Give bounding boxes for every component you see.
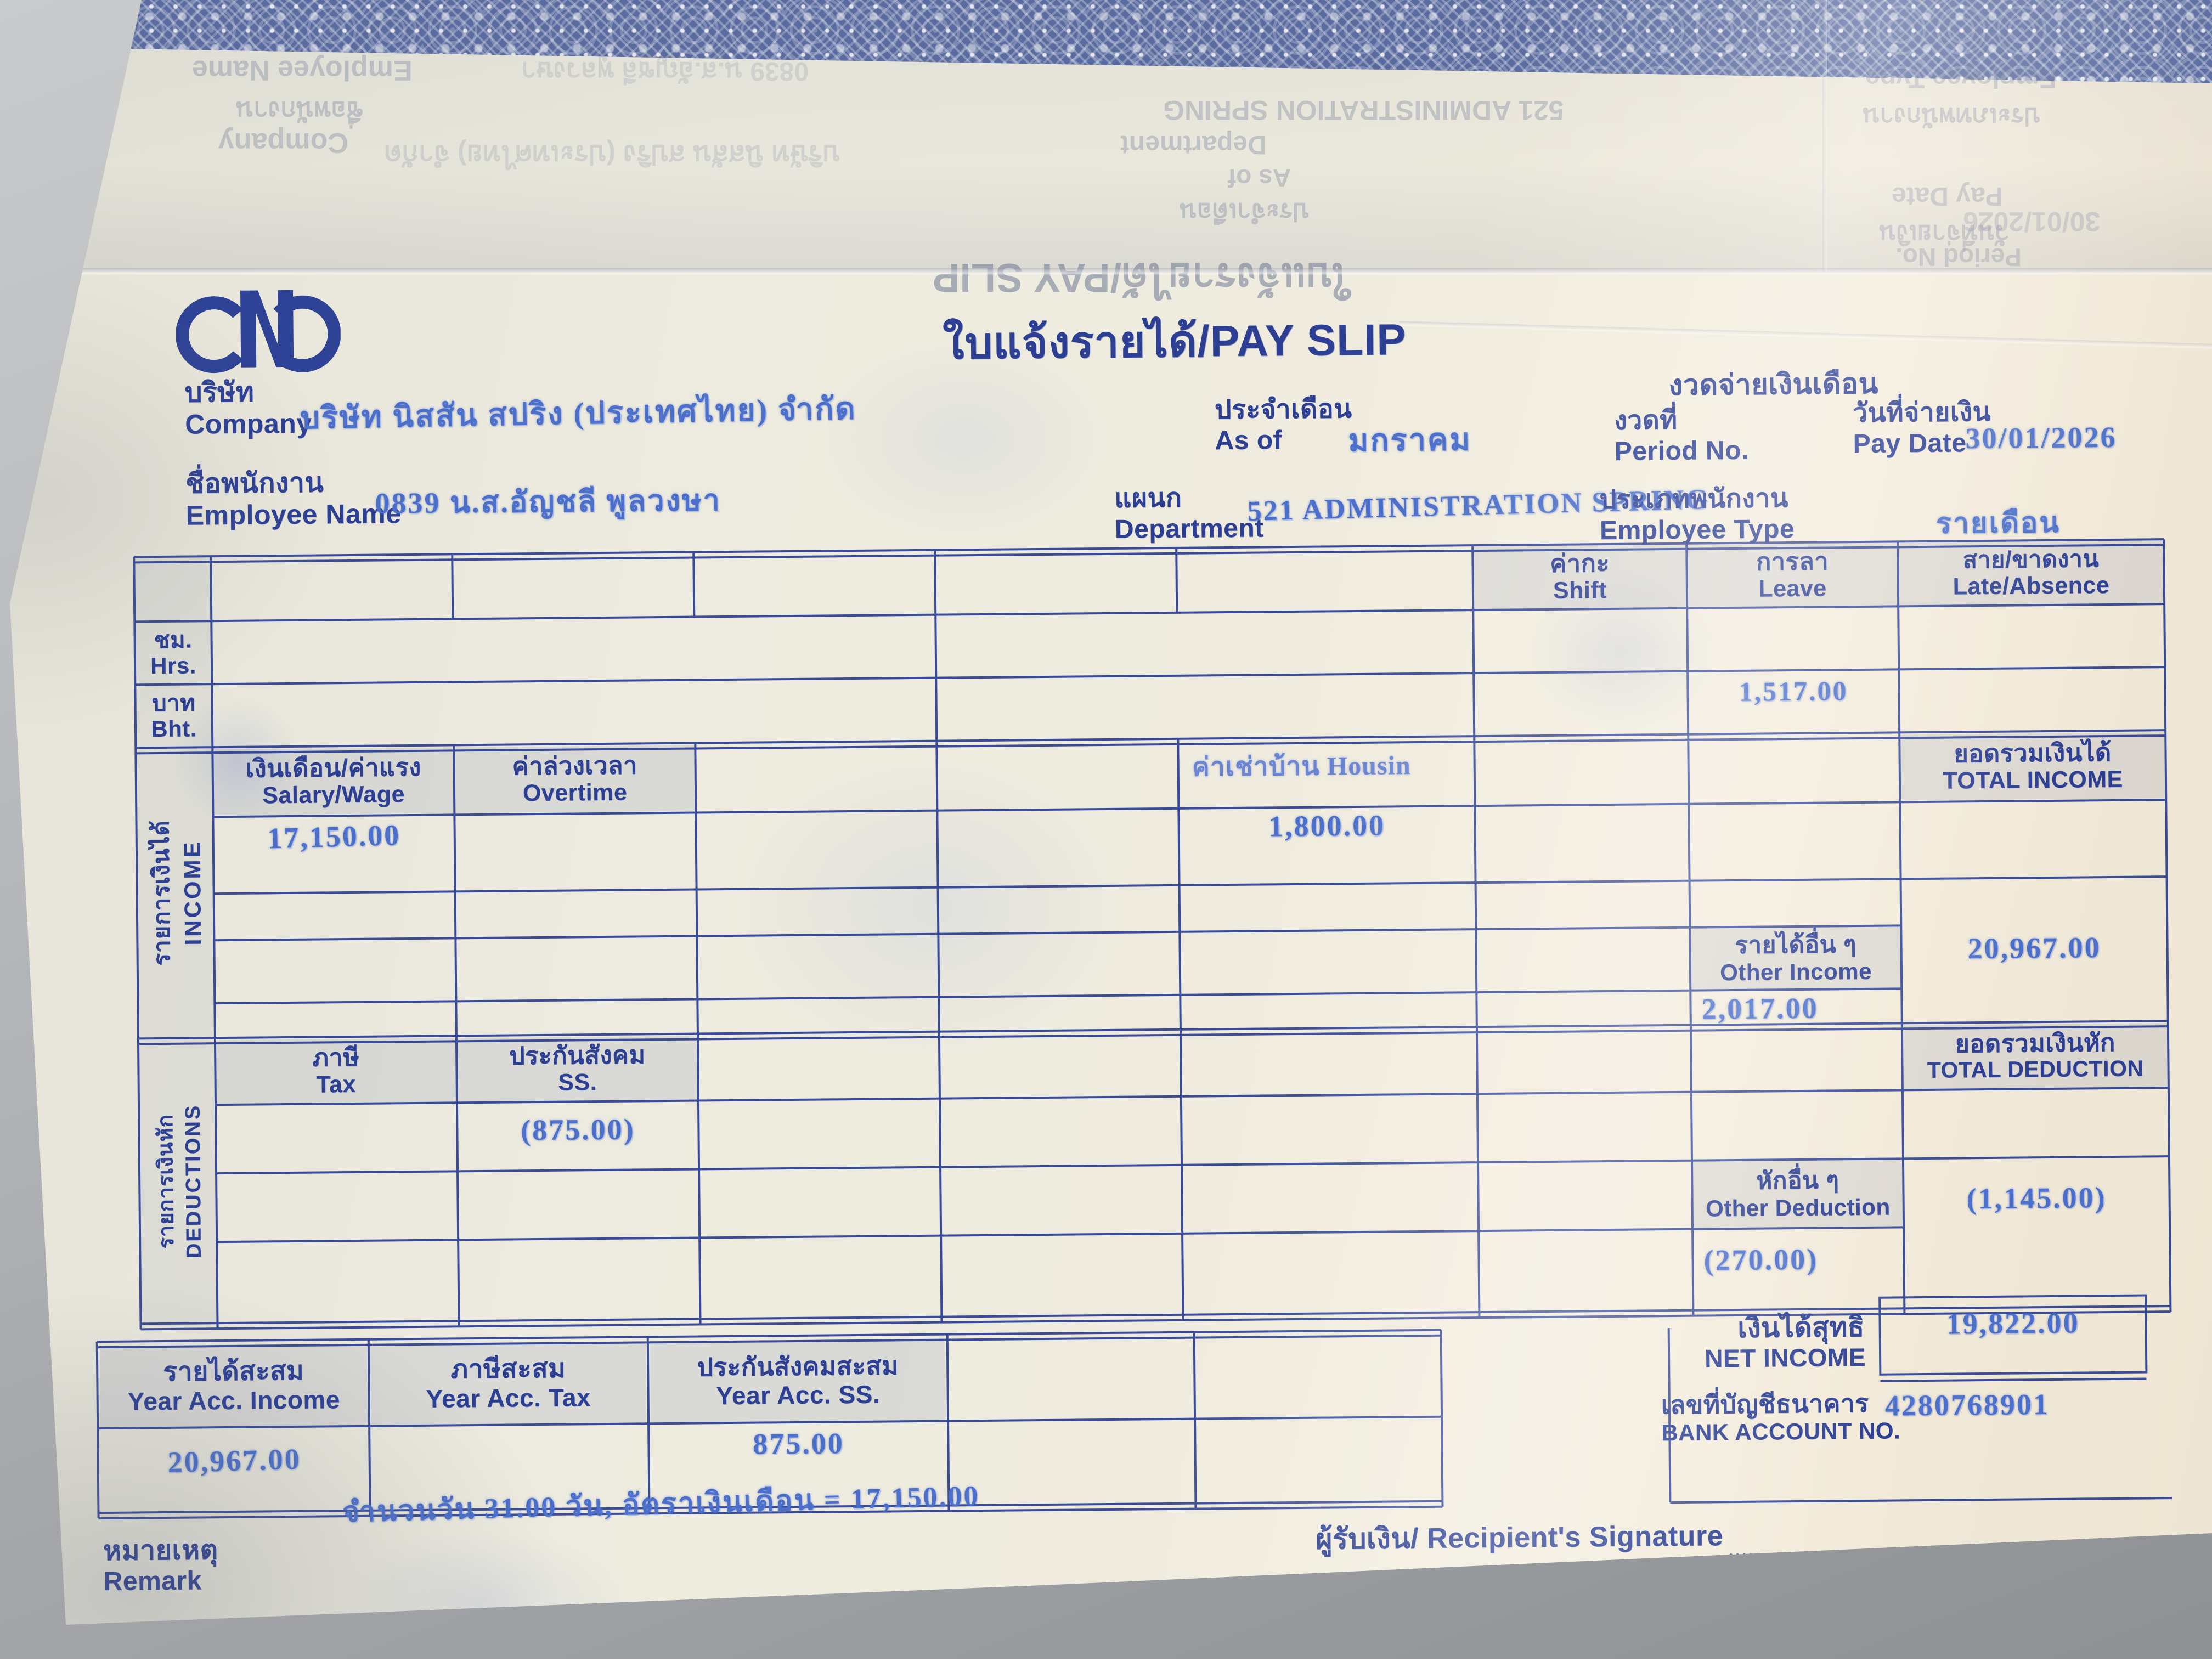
other-income-label-en: Other Income — [1719, 958, 1872, 985]
salary-wage-label-th: เงินเดือน/ค่าแรง — [245, 753, 421, 783]
bank-account-label-th: เลขที่บัญชีธนาคาร — [1661, 1388, 1869, 1420]
year-acc-tax-label-en: Year Acc. Tax — [426, 1383, 591, 1413]
shift-header-cell: ค่ากะ Shift — [1474, 545, 1686, 609]
total-income-label-en: TOTAL INCOME — [1943, 766, 2123, 794]
leave-header-cell: การลา Leave — [1688, 542, 1897, 607]
deduction-section-label-th: รายการเงินหัก — [154, 1114, 179, 1249]
leave-bht-value: 1,517.00 — [1739, 675, 1848, 707]
salary-wage-header-cell: เงินเดือน/ค่าแรง Salary/Wage — [213, 747, 453, 815]
overtime-label-th: ค่าล่วงเวลา — [512, 751, 637, 781]
income-section-label-en: INCOME — [179, 840, 206, 946]
year-acc-ss-value: 875.00 — [752, 1427, 844, 1461]
bht-label-en: Bht. — [150, 715, 198, 742]
tax-header-cell: ภาษี Tax — [216, 1038, 456, 1104]
overtime-label-en: Overtime — [522, 779, 628, 807]
deduction-section-label: รายการเงินหัก DEDUCTIONS — [136, 1040, 218, 1322]
total-income-header-cell: ยอดรวมเงินได้ TOTAL INCOME — [1900, 732, 2165, 800]
other-income-label-th: รายได้อื่น ๆ — [1735, 931, 1857, 959]
bank-account-label-en: BANK ACCOUNT NO. — [1661, 1417, 1901, 1446]
social-security-label-th: ประกันสังคม — [509, 1041, 646, 1070]
tax-label-th: ภาษี — [312, 1043, 360, 1072]
total-deduction-label-th: ยอดรวมเงินหัก — [1955, 1028, 2115, 1058]
net-income-label-en: NET INCOME — [1704, 1342, 1866, 1373]
other-deduction-label-th: หักอื่น ๆ — [1756, 1167, 1839, 1195]
remark-label-th: หมายเหตุ — [103, 1534, 218, 1566]
housing-value: 1,800.00 — [1268, 809, 1386, 843]
salary-value: 17,150.00 — [267, 818, 401, 855]
other-income-value: 2,017.00 — [1701, 991, 1819, 1026]
salary-wage-label-en: Salary/Wage — [262, 781, 405, 809]
social-security-value: (875.00) — [520, 1112, 635, 1147]
bank-account-label: เลขที่บัญชีธนาคาร BANK ACCOUNT NO. — [1661, 1388, 1901, 1446]
social-security-header-cell: ประกันสังคม SS. — [458, 1036, 697, 1102]
leave-label-th: การลา — [1756, 547, 1829, 576]
year-acc-ss-header-cell: ประกันสังคมสะสม Year Acc. SS. — [650, 1340, 946, 1423]
total-deduction-label-en: TOTAL DEDUCTION — [1927, 1055, 2144, 1083]
year-acc-ss-label-en: Year Acc. SS. — [715, 1380, 881, 1410]
signature-dotted-line — [1729, 1524, 2169, 1557]
year-acc-income-value: 20,967.00 — [167, 1442, 302, 1479]
year-acc-tax-header-cell: ภาษีสะสม Year Acc. Tax — [370, 1342, 646, 1425]
year-acc-tax-label-th: ภาษีสะสม — [450, 1354, 566, 1384]
shift-label-th: ค่ากะ — [1549, 549, 1610, 578]
net-income-value: 19,822.00 — [1946, 1306, 2080, 1341]
late-absence-label-en: Late/Absence — [1953, 572, 2110, 600]
social-security-label-en: SS. — [558, 1069, 597, 1096]
total-income-label-th: ยอดรวมเงินได้ — [1954, 738, 2112, 768]
overtime-header-cell: ค่าล่วงเวลา Overtime — [455, 745, 695, 813]
total-deduction-value: (1,145.00) — [1966, 1181, 2107, 1216]
hrs-unit-cell: ชม. Hrs. — [136, 622, 211, 683]
leave-label-en: Leave — [1758, 575, 1827, 602]
late-absence-header-cell: สาย/ขาดงาน Late/Absence — [1899, 540, 2163, 605]
housing-label: ค่าเช่าบ้าน Housin — [1192, 751, 1411, 782]
bht-label-th: บาท — [151, 689, 196, 716]
bank-account-value: 4280768901 — [1884, 1388, 2050, 1422]
tax-label-en: Tax — [316, 1071, 357, 1098]
hrs-label-th: ชม. — [154, 626, 193, 653]
net-income-label: เงินได้สุทธิ NET INCOME — [1704, 1311, 1866, 1374]
remark-label: หมายเหตุ Remark — [103, 1534, 218, 1597]
year-acc-income-header-cell: รายได้สะสม Year Acc. Income — [100, 1345, 368, 1427]
other-income-header-cell: รายได้อื่น ๆ Other Income — [1691, 926, 1900, 989]
other-deduction-label-en: Other Deduction — [1705, 1194, 1891, 1222]
income-section-label: รายการเงินได้ INCOME — [133, 749, 216, 1036]
late-absence-label-th: สาย/ขาดงาน — [1962, 546, 2100, 574]
income-section-label-th: รายการเงินได้ — [148, 820, 175, 966]
recipient-signature-label: ผู้รับเงิน/ Recipient's Signature — [1315, 1520, 1724, 1556]
bht-unit-cell: บาท Bht. — [136, 685, 211, 746]
year-acc-income-label-en: Year Acc. Income — [127, 1385, 341, 1416]
company-logo — [175, 290, 341, 374]
year-acc-ss-label-th: ประกันสังคมสะสม — [697, 1351, 899, 1382]
hrs-label-en: Hrs. — [150, 652, 197, 679]
net-income-label-th: เงินได้สุทธิ — [1737, 1311, 1865, 1343]
other-deduction-value: (270.00) — [1703, 1242, 1819, 1277]
total-income-value: 20,967.00 — [1967, 931, 2101, 965]
deduction-section-label-en: DEDUCTIONS — [181, 1104, 206, 1259]
total-deduction-header-cell: ยอดรวมเงินหัก TOTAL DEDUCTION — [1903, 1023, 2168, 1089]
remark-label-en: Remark — [103, 1566, 202, 1596]
other-deduction-header-cell: หักอื่น ๆ Other Deduction — [1693, 1160, 1903, 1228]
shift-label-en: Shift — [1553, 577, 1607, 604]
year-acc-income-label-th: รายได้สะสม — [163, 1357, 304, 1387]
